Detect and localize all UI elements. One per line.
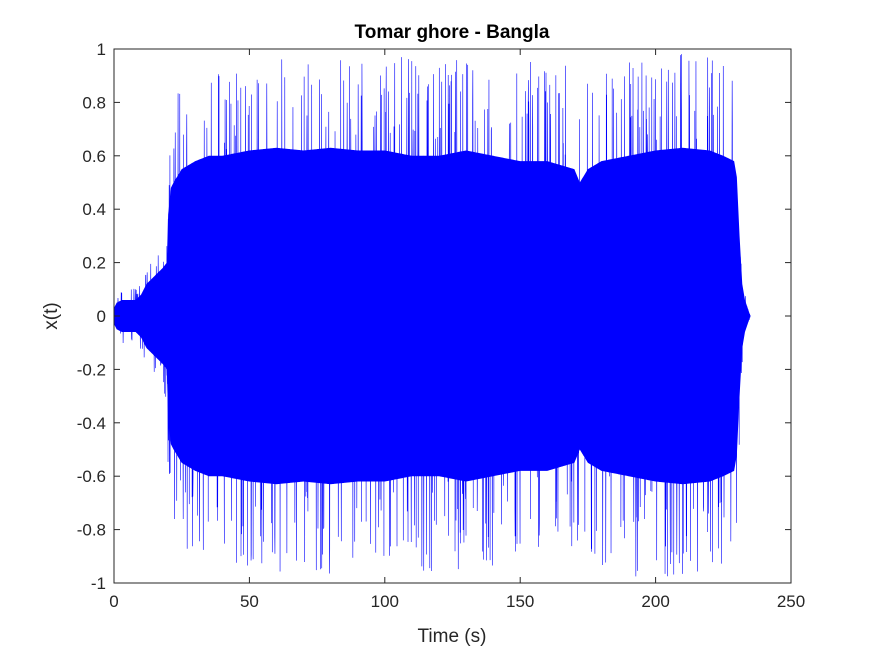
waveform-series — [113, 54, 751, 577]
waveform-line — [113, 54, 751, 577]
y-tick-label: 0.8 — [82, 93, 106, 112]
x-tick-label: 200 — [641, 592, 669, 611]
y-axis-ticks: -1 -0.8 -0.6 -0.4 -0.2 0 0.2 0.4 0.6 0.8 1 — [77, 40, 791, 593]
y-tick-label: 0.2 — [82, 254, 106, 273]
y-tick-label: -0.8 — [77, 521, 106, 540]
y-tick-label: 0.6 — [82, 147, 106, 166]
x-tick-label: 0 — [109, 592, 118, 611]
y-tick-label: 1 — [97, 40, 106, 59]
y-tick-label: -1 — [91, 574, 106, 593]
x-tick-label: 50 — [240, 592, 259, 611]
x-tick-label: 150 — [506, 592, 534, 611]
y-tick-label: 0 — [97, 307, 106, 326]
y-tick-label: 0.4 — [82, 200, 106, 219]
y-tick-label: -0.6 — [77, 467, 106, 486]
x-tick-label: 250 — [777, 592, 805, 611]
x-axis-label: Time (s) — [418, 626, 487, 647]
y-tick-label: -0.4 — [77, 414, 106, 433]
y-axis-label: x(t) — [41, 302, 62, 329]
y-tick-label: -0.2 — [77, 360, 106, 379]
x-axis-ticks: 0 50 100 150 200 250 — [109, 49, 805, 611]
x-tick-label: 100 — [371, 592, 399, 611]
chart-title: Tomar ghore - Bangla — [355, 22, 550, 43]
